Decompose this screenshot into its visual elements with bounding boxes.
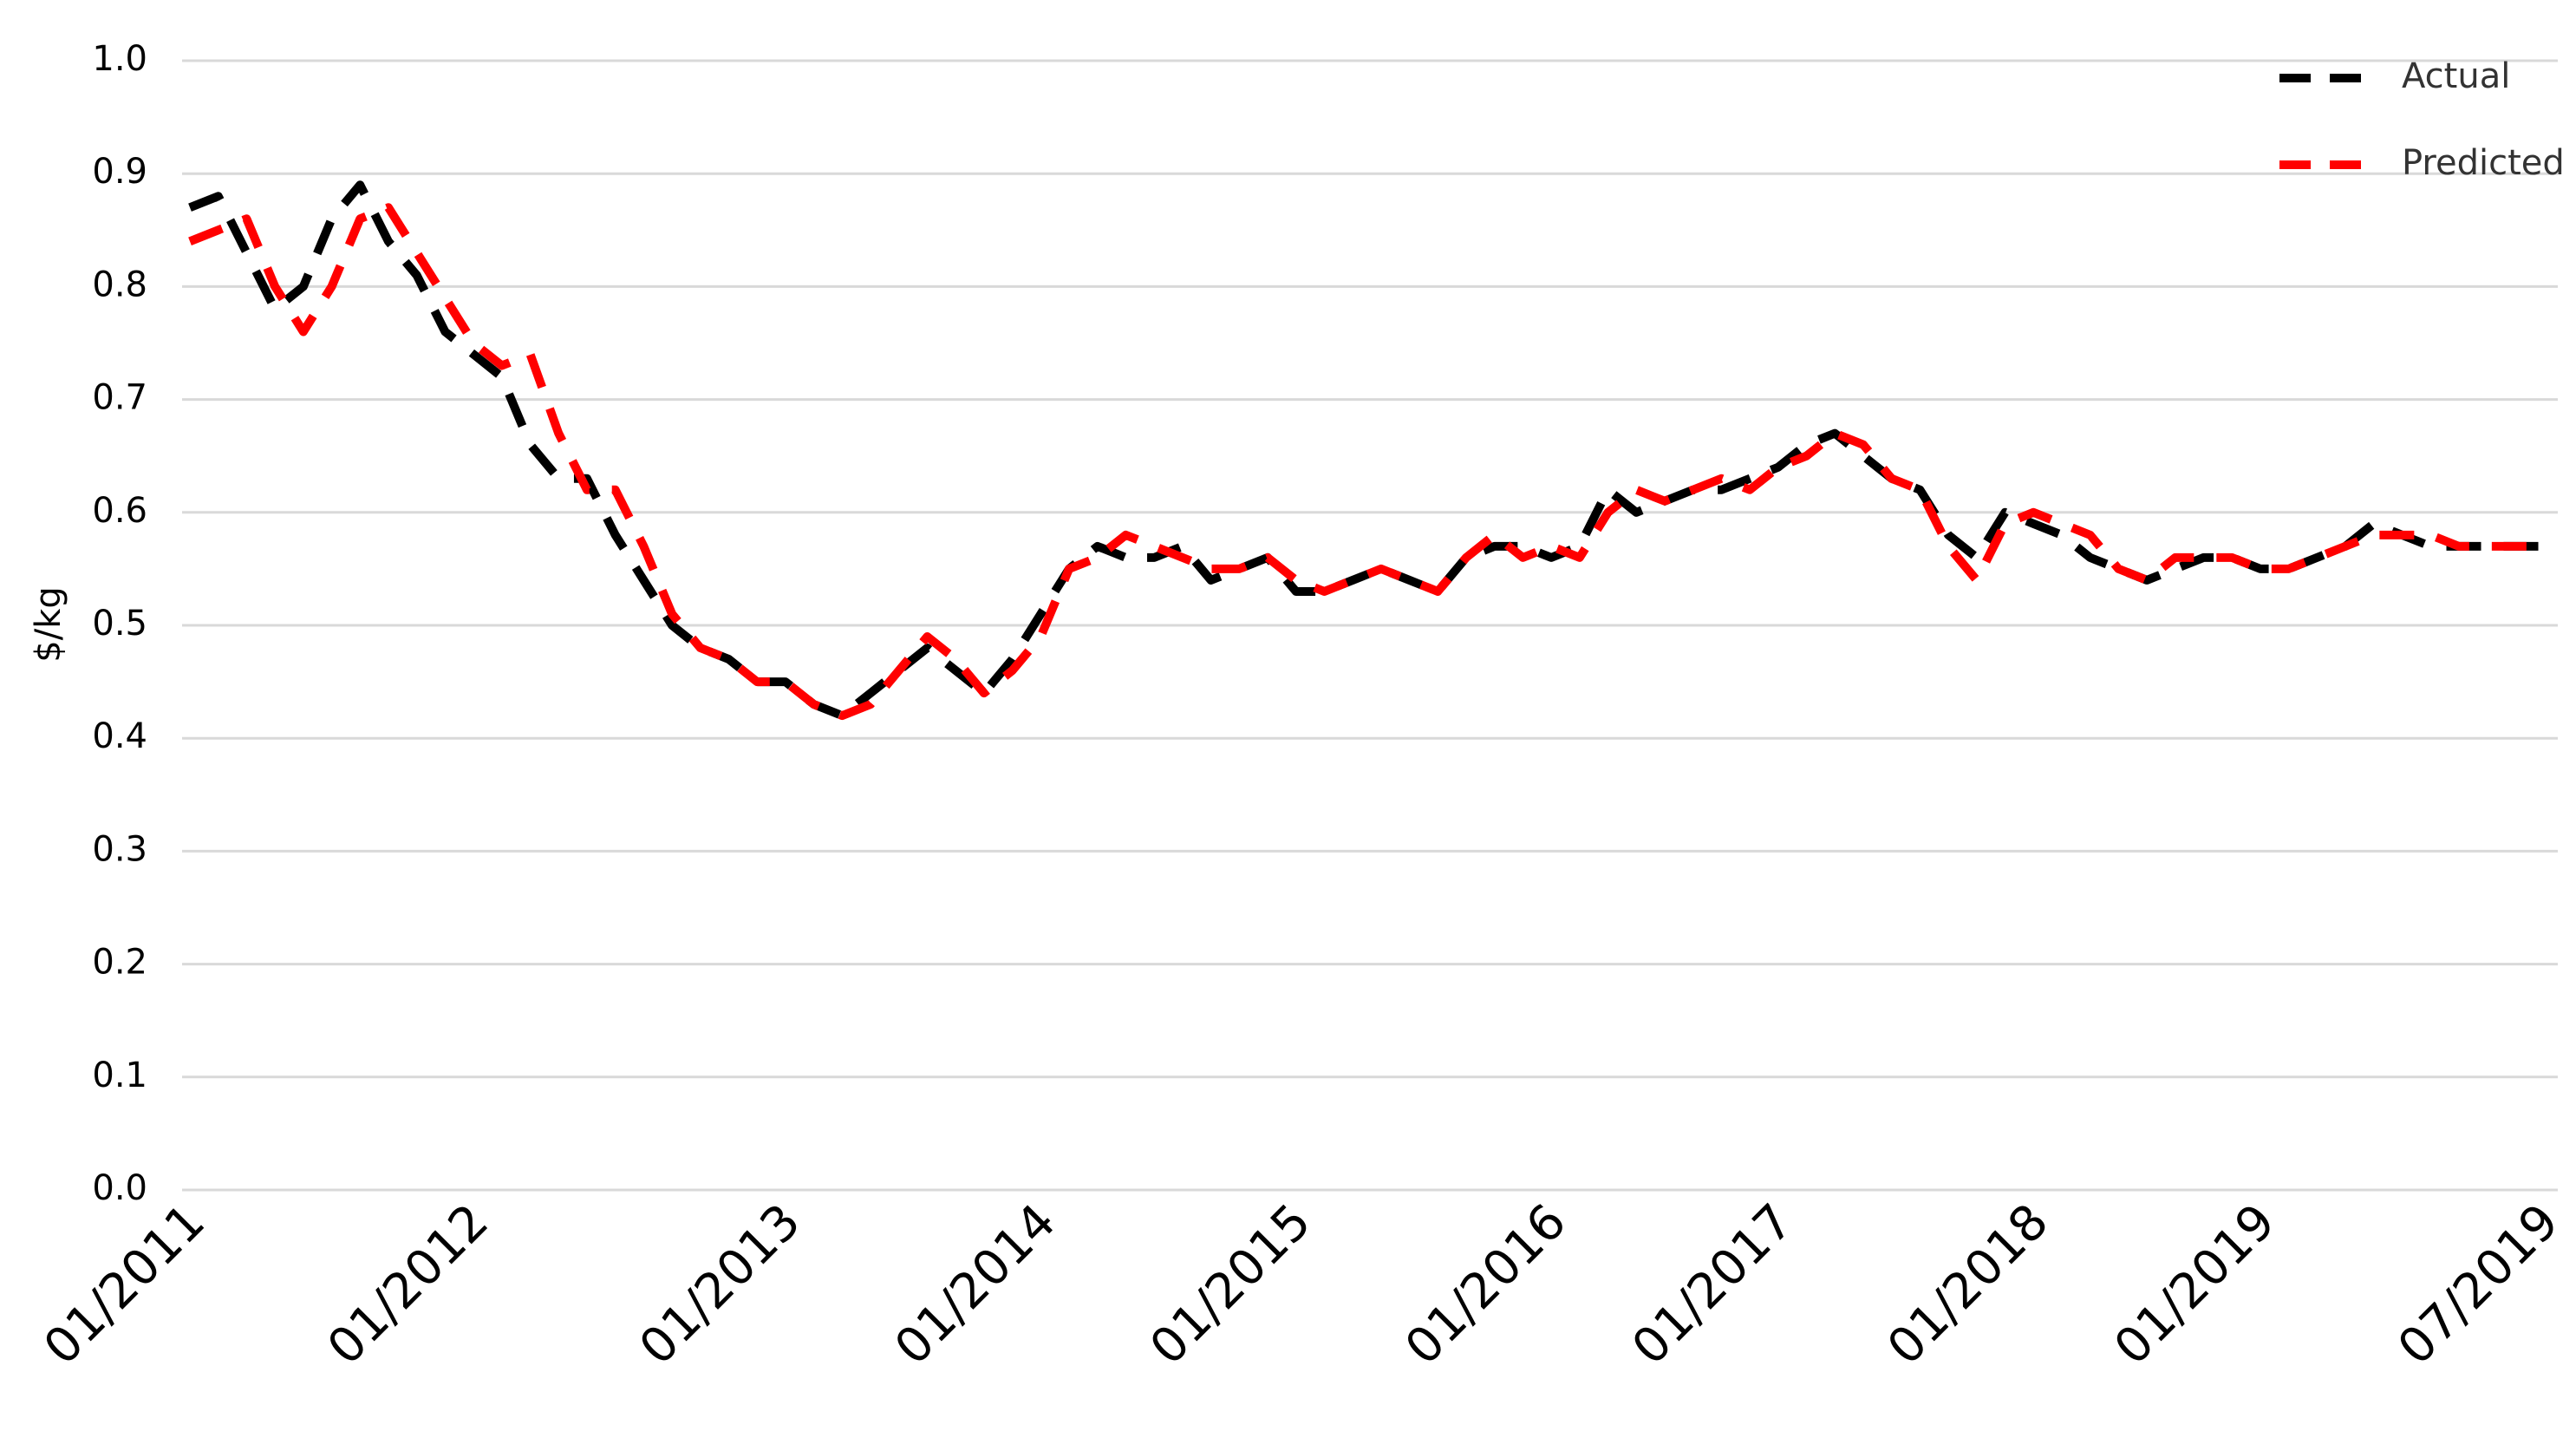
y-tick-label: 0.9 [92,152,147,192]
x-tick-label: 01/2014 [884,1193,1066,1376]
x-tick-label: 01/2013 [629,1193,811,1376]
y-tick-label: 0.2 [92,943,147,983]
y-tick-label: 0.0 [92,1168,147,1208]
data-line [188,203,2544,721]
data-line [188,180,2544,721]
y-tick-label: 0.7 [92,378,147,418]
y-axis-label: $/kg [29,586,68,662]
x-tick-label: 01/2012 [317,1193,499,1376]
x-tick-label: 01/2011 [33,1193,215,1376]
y-tick-label: 1.0 [92,39,147,79]
y-tick-label: 0.6 [92,491,147,531]
x-tick-label: 01/2015 [1139,1193,1321,1376]
y-tick-label: 0.4 [92,716,147,756]
x-tick-label: 01/2018 [1877,1193,2059,1376]
x-tick-label: 01/2017 [1621,1193,1803,1376]
x-tick-label: 01/2019 [2103,1193,2286,1376]
x-tick-label: 01/2016 [1395,1193,1577,1376]
legend-label: Predicted [2402,143,2565,183]
y-tick-label: 0.5 [92,604,147,644]
y-tick-label: 0.8 [92,265,147,304]
x-tick-label: 07/2019 [2387,1193,2569,1376]
legend-label: Actual [2402,56,2510,96]
y-tick-label: 0.3 [92,829,147,869]
y-tick-label: 0.1 [92,1056,147,1095]
